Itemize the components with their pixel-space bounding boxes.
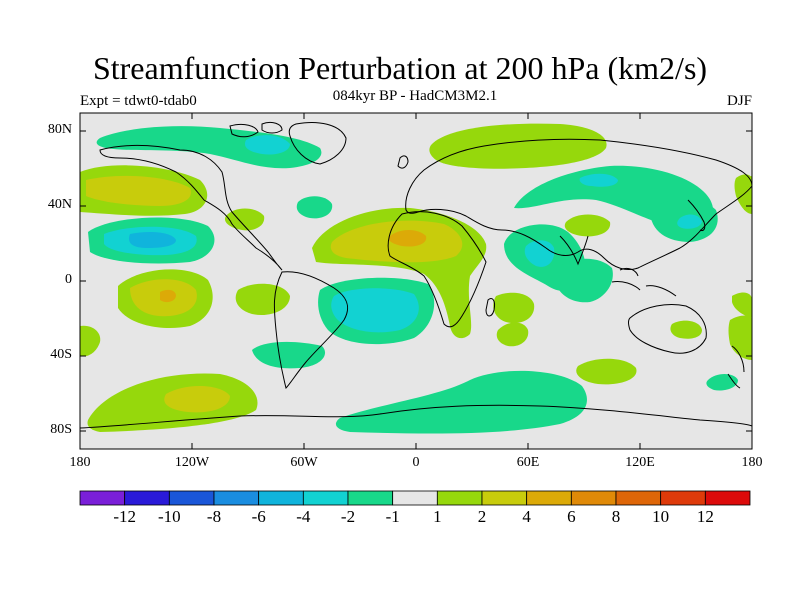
coast-uk — [397, 155, 409, 169]
contour-north-pacific-right-green — [740, 176, 752, 212]
colorbar-swatch — [615, 490, 662, 506]
contour-east-africa-cyan — [524, 240, 555, 267]
coast-indonesia — [611, 267, 677, 297]
coast-india — [559, 235, 589, 266]
lat-tick-label: 40S — [50, 347, 72, 362]
lon-tick-marks — [191, 113, 641, 449]
contour-southern-ocean-teal — [335, 370, 587, 434]
colorbar-swatch — [213, 490, 260, 506]
colorbar-tick-label: 4 — [522, 507, 531, 526]
contour-fill-layer — [80, 123, 752, 434]
colorbar-swatch — [570, 490, 617, 506]
colorbar-swatch — [436, 490, 483, 506]
coast-africa — [387, 211, 487, 328]
colorbar-swatch — [660, 490, 706, 506]
lon-tick-label: 120W — [174, 455, 210, 470]
lat-tick-marks — [80, 130, 752, 432]
coastline-layer — [80, 121, 752, 429]
contour-maritime-teal — [555, 258, 613, 303]
contour-east-pacific-right-green — [732, 292, 752, 318]
colorbar-tick-label: -8 — [206, 507, 222, 526]
contour-australia-green — [670, 320, 702, 339]
coast-north-america — [99, 144, 283, 271]
contour-north-africa-orange — [388, 230, 427, 247]
coast-japan — [687, 199, 706, 231]
contour-south-pacific-orange — [160, 289, 176, 303]
lon-tick-label: 0 — [412, 455, 420, 470]
colorbar-tick-label: 6 — [567, 507, 576, 526]
contour-north-pacific-yellow — [86, 175, 191, 206]
contour-indian-ocean-green — [496, 322, 529, 347]
colorbar-swatch — [347, 490, 394, 506]
lon-tick-label: 120E — [625, 455, 655, 470]
contour-south-atlantic-cyan — [331, 288, 419, 333]
contour-japan-cyan — [677, 214, 702, 229]
coast-madagascar — [485, 297, 495, 317]
lon-tick-label: 60E — [516, 455, 540, 470]
contour-se-australia-teal — [706, 374, 738, 391]
contour-mid-atlantic-teal — [296, 196, 333, 219]
colorbar-tick-label: 10 — [652, 507, 670, 526]
contour-tasman-green — [728, 315, 752, 360]
colorbar-swatch — [79, 490, 126, 506]
contour-north-america-cyan — [244, 135, 290, 155]
colorbar-tick-label: -12 — [113, 507, 136, 526]
lon-tick-label: 180 — [69, 455, 91, 470]
contour-east-pacific-green — [235, 283, 290, 316]
colorbar-tick-label: -6 — [251, 507, 266, 526]
contour-nw-atlantic-green — [224, 208, 265, 231]
contour-central-pacific-blue — [128, 232, 176, 248]
colorbar-tick-label: -10 — [157, 507, 181, 526]
lat-tick-label: 80N — [47, 122, 72, 137]
lat-tick-label: 40N — [47, 197, 72, 212]
coast-australia — [628, 304, 707, 354]
figure-title: Streamfunction Perturbation at 200 hPa (… — [92, 50, 708, 86]
colorbar-swatch — [481, 490, 528, 506]
colorbar-tick-label: -4 — [296, 507, 311, 526]
colorbar-tick-label: 12 — [696, 507, 714, 526]
contour-sw-pacific-green — [80, 325, 101, 357]
colorbar-tick-label: 1 — [433, 507, 442, 526]
colorbar-swatch — [302, 490, 349, 506]
colorbar-tick-label: 8 — [611, 507, 621, 526]
lon-tick-label: 60W — [290, 455, 318, 470]
coast-canada-islands — [229, 121, 283, 138]
coast-south-america — [273, 271, 349, 389]
colorbar-swatch — [124, 490, 170, 506]
contour-south-indian-green — [576, 358, 637, 385]
colorbar-swatch — [704, 490, 751, 506]
contour-central-asia-green — [564, 214, 611, 237]
lon-tick-label: 180 — [741, 455, 763, 470]
coast-greenland — [288, 122, 347, 165]
colorbar-tick-label: -2 — [340, 507, 356, 526]
contour-se-africa-green — [493, 292, 535, 324]
coast-antarctica — [80, 404, 752, 429]
colorbar-swatch — [168, 490, 215, 506]
contour-arctic-europe-green — [429, 123, 607, 169]
colorbar-tick-label: 2 — [477, 507, 487, 526]
colorbar-swatch — [526, 490, 572, 506]
colorbar-swatch — [258, 490, 304, 506]
colorbar-tick-label: -1 — [385, 507, 400, 526]
contour-southern-pacific-yellow — [164, 385, 230, 413]
lat-tick-label: 80S — [50, 422, 72, 437]
coast-eurasia — [405, 138, 752, 271]
colorbar-swatch — [392, 490, 438, 506]
figure-subtitle: 084kyr BP - HadCM3M2.1 — [332, 88, 498, 104]
coast-new-zealand — [727, 345, 745, 389]
season-label: DJF — [726, 93, 752, 109]
colorbar — [79, 490, 751, 506]
contour-north-asia-cyan — [579, 173, 618, 187]
lat-tick-label: 0 — [65, 272, 72, 287]
experiment-label: Expt = tdwt0-tdab0 — [80, 93, 197, 109]
